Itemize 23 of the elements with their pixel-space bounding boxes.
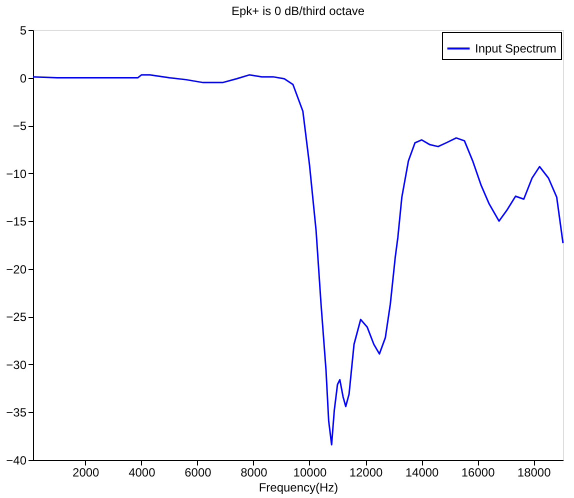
y-tick-label: −25 (6, 310, 27, 324)
y-tick-label: −20 (6, 262, 27, 276)
y-tick-label: −35 (6, 406, 27, 420)
x-tick-label: 12000 (349, 466, 384, 480)
y-tick-label: −15 (6, 214, 27, 229)
x-tick-label: 6000 (184, 466, 212, 480)
y-tick-label: −40 (6, 454, 27, 468)
chart-title: Epk+ is 0 dB/third octave (231, 4, 365, 18)
y-tick-label: −30 (6, 358, 27, 372)
x-tick-label: 10000 (293, 466, 327, 480)
x-tick-label: 8000 (240, 466, 268, 480)
legend-label: Input Spectrum (475, 42, 556, 56)
y-tick-label: 5 (20, 24, 27, 38)
y-tick-label: −10 (6, 166, 27, 181)
x-tick-label: 16000 (461, 466, 496, 480)
x-axis-title: Frequency(Hz) (258, 480, 338, 494)
line-series (32, 74, 564, 446)
y-tick-label: 0 (20, 71, 27, 86)
x-tick-label: 14000 (405, 466, 440, 480)
y-tick-label: −5 (12, 119, 27, 134)
x-tick-label: 4000 (128, 466, 156, 480)
x-tick-label: 2000 (72, 466, 100, 480)
x-tick-label: 18000 (517, 466, 552, 480)
